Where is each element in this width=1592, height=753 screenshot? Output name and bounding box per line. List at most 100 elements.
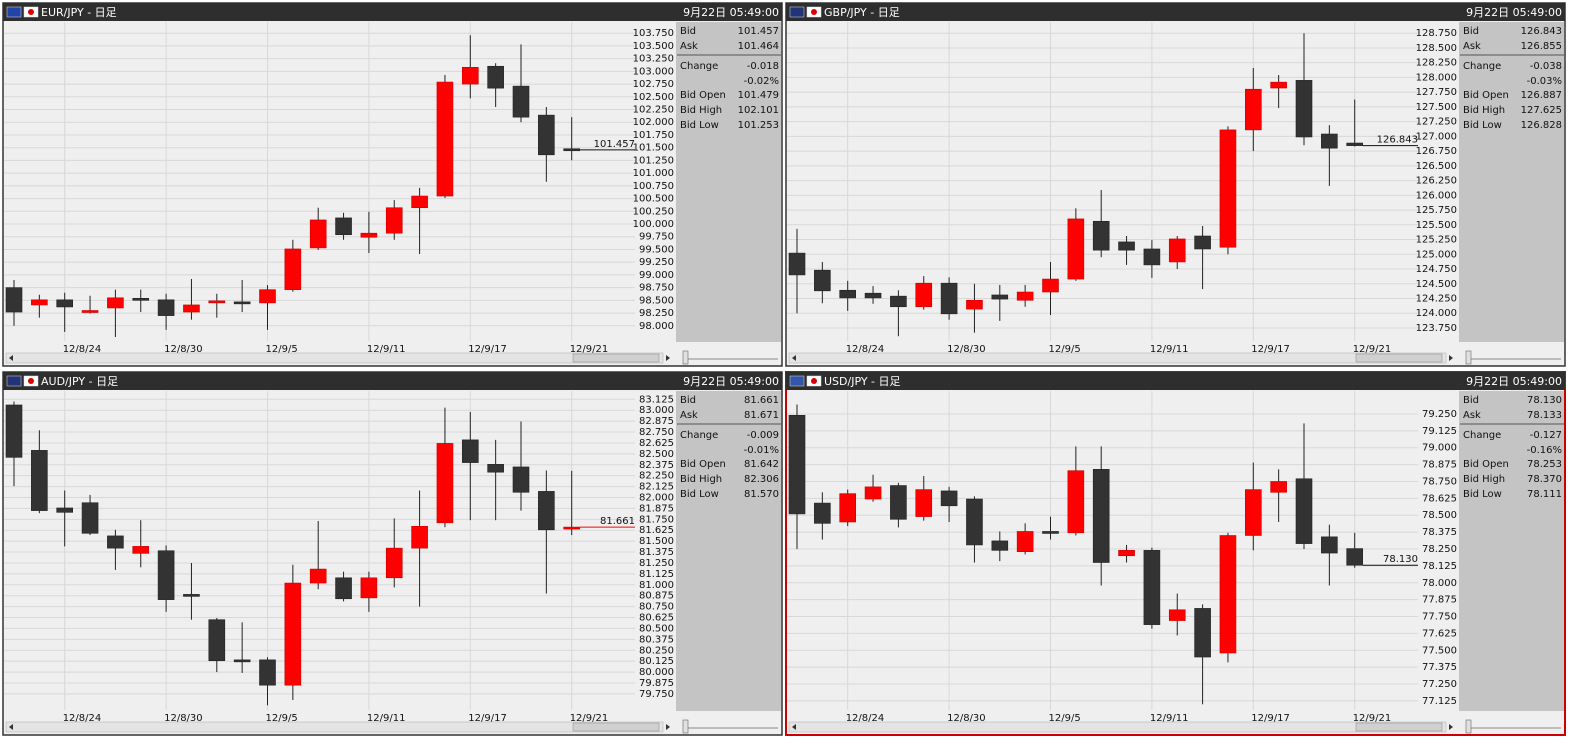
quote-value: 78.253 (1527, 459, 1562, 470)
quote-value: 78.111 (1527, 489, 1562, 500)
quote-value: -0.038 (1530, 61, 1562, 72)
candle-body (259, 289, 276, 304)
scroll-left-arrow[interactable] (792, 355, 796, 361)
scrollbar-track[interactable] (788, 721, 1447, 733)
quote-label: Bid Open (1463, 459, 1509, 470)
candle-body (1321, 536, 1338, 554)
candle-body (1346, 548, 1364, 566)
scroll-left-arrow[interactable] (792, 724, 796, 730)
quote-panel (676, 22, 781, 342)
scrollbar-track[interactable] (5, 721, 664, 733)
flag-base (789, 6, 805, 18)
y-tick-label: 128.750 (1416, 28, 1457, 39)
y-tick-label: 77.125 (1422, 696, 1457, 707)
candle-body (233, 301, 251, 305)
y-tick-label: 126.000 (1416, 190, 1457, 201)
y-tick-label: 78.500 (1422, 510, 1457, 521)
quote-value: -0.03% (1527, 76, 1562, 87)
zoom-handle[interactable] (682, 350, 689, 365)
candle-body (915, 489, 933, 517)
y-tick-label: 125.750 (1416, 205, 1457, 216)
quote-value: -0.02% (744, 76, 779, 87)
candle-body (814, 269, 831, 292)
candle-body (284, 582, 302, 686)
candle-body (864, 486, 882, 500)
scroll-right-arrow[interactable] (666, 724, 670, 730)
candle-body (512, 85, 530, 118)
y-tick-label: 77.875 (1422, 595, 1457, 606)
candle-body (1219, 535, 1237, 654)
y-tick-label: 103.000 (633, 66, 674, 77)
candle-body (1092, 469, 1110, 563)
scrollbar-thumb[interactable] (572, 353, 660, 363)
quote-value: 82.306 (744, 474, 779, 485)
x-tick-label: 12/9/5 (1049, 713, 1081, 724)
last-price-label: 101.457 (594, 139, 635, 150)
candle-body (436, 81, 454, 197)
scrollbar-track[interactable] (788, 352, 1447, 364)
zoom-handle[interactable] (1465, 719, 1472, 734)
y-tick-label: 82.875 (639, 416, 674, 427)
x-tick-label: 12/8/24 (846, 713, 885, 724)
y-tick-label: 125.500 (1416, 220, 1457, 231)
candle-body (385, 207, 403, 234)
y-tick-label: 128.250 (1416, 58, 1457, 69)
quote-label: Bid High (1463, 474, 1505, 485)
candle-body (1194, 608, 1211, 658)
y-tick-label: 127.250 (1416, 117, 1457, 128)
candle-body (1346, 142, 1364, 146)
x-tick-label: 12/8/24 (63, 713, 102, 724)
scroll-right-arrow[interactable] (1449, 724, 1453, 730)
candle-body (1194, 235, 1211, 250)
scroll-right-arrow[interactable] (1449, 355, 1453, 361)
panel-timestamp: 9月22日 05:49:00 (683, 6, 779, 19)
scroll-left-arrow[interactable] (9, 355, 13, 361)
y-tick-label: 80.000 (639, 667, 674, 678)
quote-label: Bid (680, 26, 696, 37)
panel-header: EUR/JPY - 日足 9月22日 05:49:00 (3, 3, 782, 21)
zoom-handle[interactable] (682, 719, 689, 734)
quote-label: Bid High (680, 474, 722, 485)
quote-label: Bid Low (1463, 120, 1502, 131)
candle-body (81, 310, 99, 313)
scrollbar-thumb[interactable] (1355, 353, 1443, 363)
panel-header: GBP/JPY - 日足 9月22日 05:49:00 (786, 3, 1565, 21)
y-tick-label: 123.750 (1416, 323, 1457, 334)
scrollbar-track[interactable] (5, 352, 664, 364)
candle-body (788, 415, 806, 515)
y-tick-label: 126.250 (1416, 176, 1457, 187)
scrollbar-thumb[interactable] (572, 722, 660, 732)
quote-value: -0.01% (744, 445, 779, 456)
scroll-left-arrow[interactable] (9, 724, 13, 730)
zoom-handle[interactable] (1465, 350, 1472, 365)
y-tick-label: 82.500 (639, 449, 674, 460)
candle-body (1042, 531, 1059, 534)
candle-body (1092, 220, 1110, 251)
candle-body (461, 66, 479, 85)
candle-body (966, 299, 983, 310)
y-tick-label: 77.375 (1422, 662, 1457, 673)
flag-base (6, 375, 22, 387)
y-tick-label: 81.750 (639, 514, 674, 525)
quote-label: Change (680, 61, 718, 72)
y-tick-label: 124.000 (1416, 308, 1457, 319)
candle-body (1143, 248, 1161, 266)
y-tick-label: 100.000 (633, 219, 674, 230)
y-tick-label: 101.000 (633, 168, 674, 179)
scrollbar-thumb[interactable] (1355, 722, 1443, 732)
candle-body (56, 507, 74, 513)
candle-body (411, 195, 428, 209)
scroll-right-arrow[interactable] (666, 355, 670, 361)
candle-body (132, 546, 150, 554)
candle-body (890, 485, 907, 520)
x-tick-label: 12/8/30 (947, 713, 986, 724)
x-tick-label: 12/8/24 (846, 344, 885, 355)
quote-value: 81.671 (744, 410, 779, 421)
header-bar (3, 3, 782, 21)
y-tick-label: 81.000 (639, 580, 674, 591)
quote-value: 81.642 (744, 459, 779, 470)
candle-body (1295, 80, 1313, 138)
y-tick-label: 80.500 (639, 623, 674, 634)
y-tick-label: 83.000 (639, 405, 674, 416)
